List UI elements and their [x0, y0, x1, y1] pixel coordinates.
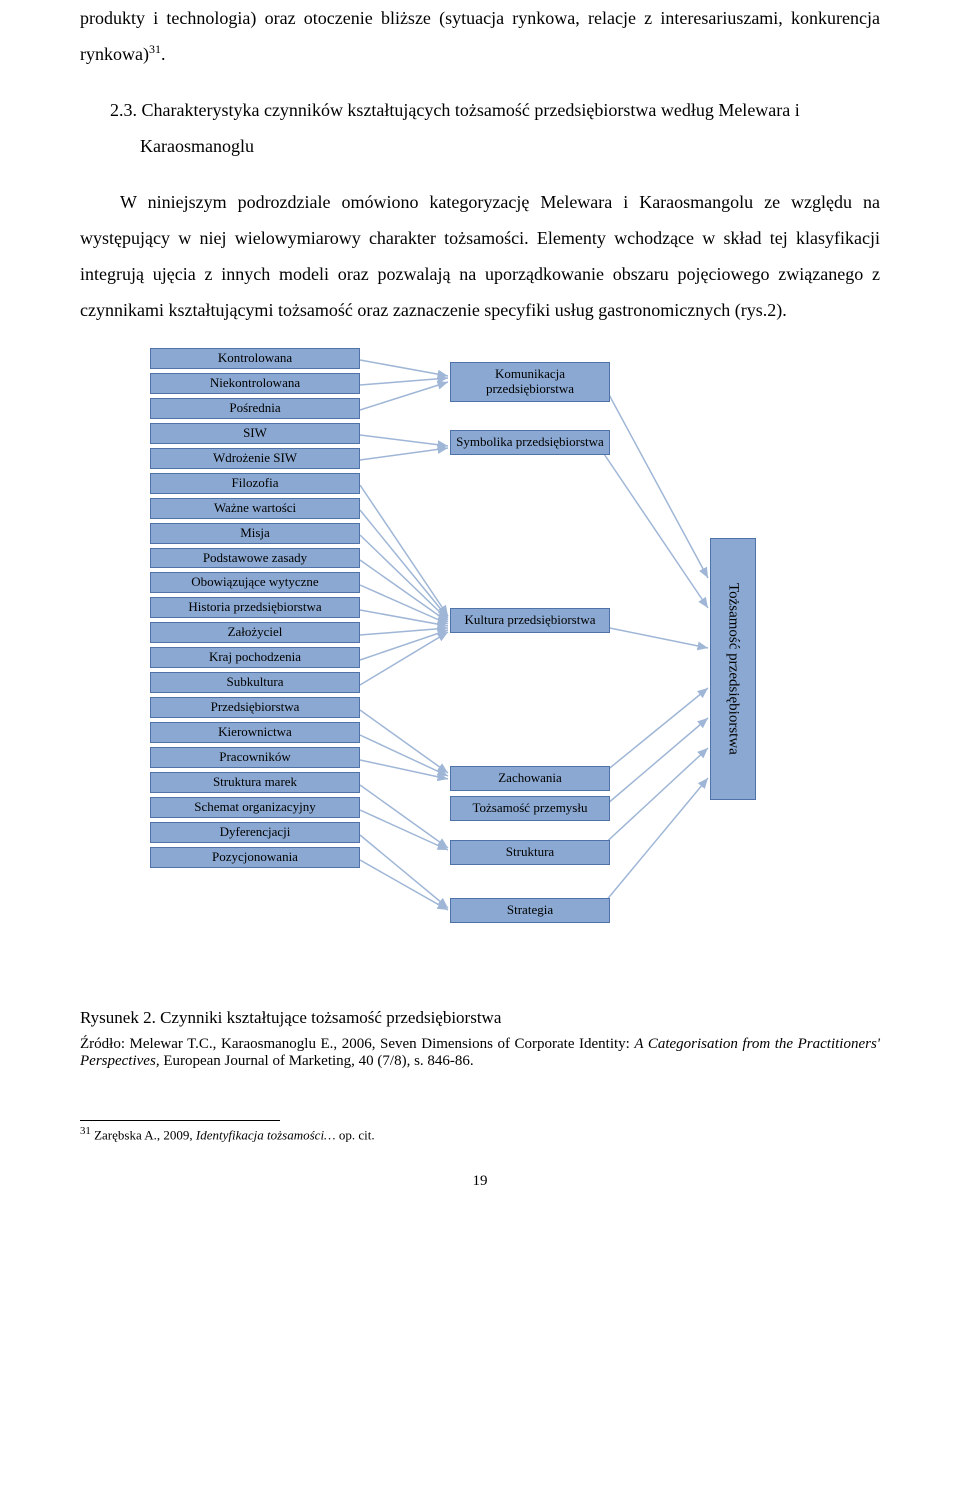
footnote-separator — [80, 1120, 280, 1121]
page-number: 19 — [80, 1173, 880, 1190]
intro-paragraph-1: produkty i technologia) oraz otoczenie b… — [80, 0, 880, 72]
mid-box-2: Kultura przedsiębiorstwa — [450, 608, 610, 633]
left-box-4: Wdrożenie SIW — [150, 448, 360, 469]
diagram: Kontrolowana Niekontrolowana Pośrednia S… — [80, 348, 880, 988]
left-box-18: Schemat organizacyjny — [150, 797, 360, 818]
mid-box-4: Tożsamość przemysłu — [450, 796, 610, 821]
intro1-dot: . — [161, 44, 166, 64]
left-box-15: Kierownictwa — [150, 722, 360, 743]
left-box-0: Kontrolowana — [150, 348, 360, 369]
left-box-3: SIW — [150, 423, 360, 444]
footnote-post: op. cit. — [336, 1127, 375, 1142]
left-box-5: Filozofia — [150, 473, 360, 494]
left-box-20: Pozycjonowania — [150, 847, 360, 868]
left-box-19: Dyferencjacji — [150, 822, 360, 843]
left-box-1: Niekontrolowana — [150, 373, 360, 394]
mid-box-1: Symbolika przedsiębiorstwa — [450, 430, 610, 455]
left-box-9: Obowiązujące wytyczne — [150, 572, 360, 593]
left-box-2: Pośrednia — [150, 398, 360, 419]
section-title: Charakterystyka czynników kształtujących… — [140, 100, 800, 156]
intro1-text: produkty i technologia) oraz otoczenie b… — [80, 8, 880, 64]
left-box-16: Pracowników — [150, 747, 360, 768]
figure-source: Źródło: Melewar T.C., Karaosmanoglu E., … — [80, 1036, 880, 1070]
footnote-31: 31 Zarębska A., 2009, Identyfikacja tożs… — [80, 1125, 880, 1143]
mid-box-3: Zachowania — [450, 766, 610, 791]
left-box-12: Kraj pochodzenia — [150, 647, 360, 668]
left-box-14: Przedsiębiorstwa — [150, 697, 360, 718]
diagram-right-column: Tożsamość przedsiębiorstwa — [710, 538, 754, 818]
intro1-sup: 31 — [149, 42, 161, 56]
figure-caption: Rysunek 2. Czynniki kształtujące tożsamo… — [80, 1008, 880, 1028]
right-box: Tożsamość przedsiębiorstwa — [710, 538, 756, 800]
left-box-17: Struktura marek — [150, 772, 360, 793]
figure-source-body: Melewar T.C., Karaosmanoglu E., 2006, Se… — [130, 1036, 635, 1052]
intro-paragraph-2: W niniejszym podrozdziale omówiono kateg… — [80, 184, 880, 328]
left-box-11: Założyciel — [150, 622, 360, 643]
figure-source-prefix: Źródło: — [80, 1036, 130, 1052]
section-heading: 2.3. Charakterystyka czynników kształtuj… — [80, 92, 880, 164]
section-num: 2.3. — [110, 100, 137, 120]
diagram-left-column: Kontrolowana Niekontrolowana Pośrednia S… — [150, 348, 360, 872]
footnote-num: 31 — [80, 1125, 91, 1137]
left-box-6: Ważne wartości — [150, 498, 360, 519]
footnote-pre: Zarębska A., 2009, — [91, 1127, 196, 1142]
left-box-13: Subkultura — [150, 672, 360, 693]
mid-box-5: Struktura — [450, 840, 610, 865]
left-box-8: Podstawowe zasady — [150, 548, 360, 569]
mid-box-0: Komunikacja przedsiębiorstwa — [450, 362, 610, 402]
mid-box-6: Strategia — [450, 898, 610, 923]
left-box-10: Historia przedsiębiorstwa — [150, 597, 360, 618]
footnote-italic: Identyfikacja tożsamości… — [196, 1127, 336, 1142]
figure-source-tail: , European Journal of Marketing, 40 (7/8… — [156, 1053, 474, 1069]
left-box-7: Misja — [150, 523, 360, 544]
